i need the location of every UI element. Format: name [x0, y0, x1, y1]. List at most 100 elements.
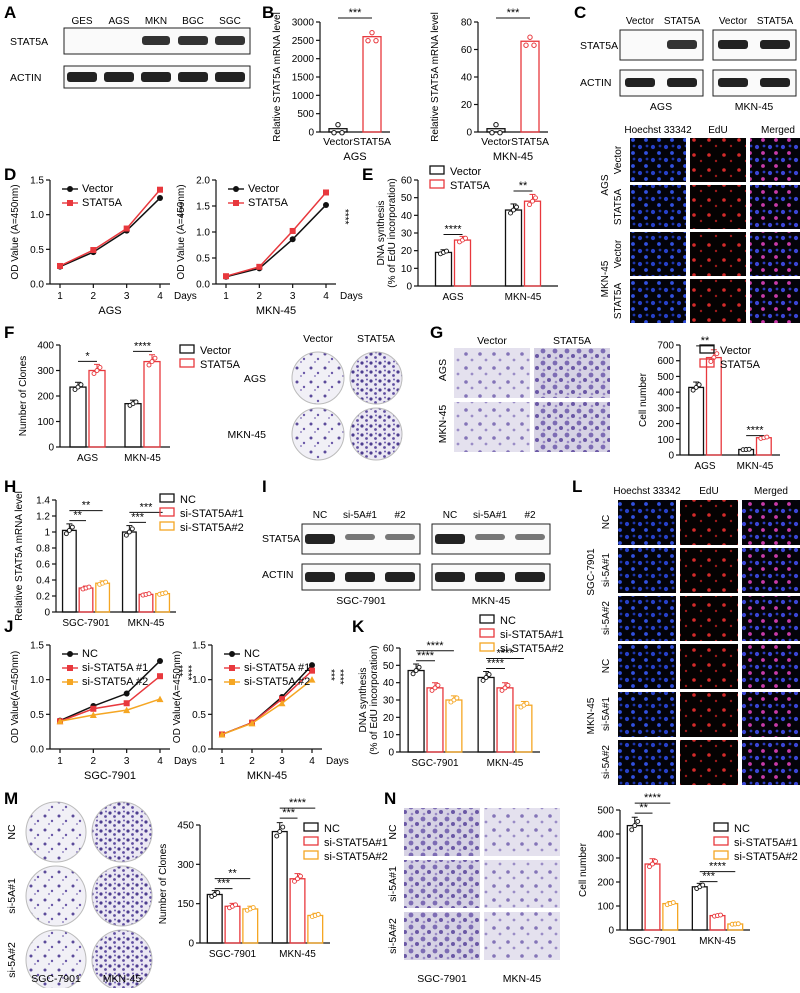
image-column-label: MKN-45	[503, 973, 542, 985]
data-point	[248, 719, 256, 727]
series-line	[221, 679, 313, 736]
significance-label: ***	[325, 669, 336, 681]
y-tick-label: 0.2	[36, 592, 50, 603]
data-point	[289, 236, 296, 243]
significance-label: **	[519, 180, 528, 192]
y-tick-label: 0.4	[36, 576, 50, 587]
y-axis-label: Relative STAT5A mRNA level	[272, 12, 283, 142]
y-tick-label: 0.5	[30, 245, 44, 256]
if-row-label: si-5A#1	[601, 697, 612, 731]
if-group-label: SGC-7901	[586, 548, 597, 596]
data-point	[323, 189, 329, 196]
y-tick-label: 50	[383, 661, 395, 672]
legend-label: si-STAT5A #2	[244, 676, 310, 688]
data-point	[308, 676, 316, 683]
if-column-label: EdU	[708, 125, 727, 136]
blot-lane-label: GES	[71, 16, 92, 27]
image-row-label: NC	[6, 824, 18, 840]
if-group-label: MKN-45	[600, 260, 611, 297]
data-point	[89, 711, 97, 719]
blot-row-label: STAT5A	[262, 533, 300, 545]
y-tick-label: 0	[308, 128, 314, 139]
colony-dish	[291, 351, 345, 405]
x-tick-label: 2	[257, 291, 263, 302]
y-tick-label: 0.8	[36, 544, 50, 555]
significance-label: ****	[173, 202, 184, 218]
blot-band	[515, 534, 545, 540]
significance-label: *	[85, 350, 90, 362]
y-axis-label: Cell number	[578, 842, 589, 897]
y-axis-label: OD Value(A=450nm)	[172, 651, 183, 743]
blot-band	[760, 40, 790, 49]
data-point	[735, 921, 741, 927]
image-column-label: Vector	[303, 333, 333, 345]
significance-label: **	[73, 510, 82, 522]
bar	[705, 356, 722, 456]
blot-row-label: ACTIN	[10, 72, 42, 84]
data-point	[323, 201, 329, 208]
legend-marker	[233, 186, 239, 192]
panel-e-chart: 0 10 20 30 40 50 60 DNA synthesis (% of EdU inco…	[376, 165, 558, 303]
if-image	[742, 596, 800, 641]
blot-lane-label: AGS	[108, 16, 129, 27]
if-row-label: si-5A#2	[601, 601, 612, 635]
if-image	[618, 500, 676, 545]
if-column-label: Hoechst 33342	[624, 125, 692, 136]
significance-label: ***	[173, 665, 184, 677]
transwell-image	[484, 860, 560, 908]
data-point	[315, 911, 321, 917]
x-tick-label: 4	[157, 291, 163, 302]
blot-cell-label: MKN-45	[735, 101, 774, 113]
legend-swatch	[429, 165, 445, 175]
if-image	[680, 548, 738, 593]
x-tick-label: Vector	[323, 136, 353, 148]
legend-swatch	[713, 822, 729, 832]
blot-row-label: STAT5A	[580, 40, 618, 52]
panel-n-transwell-images: NC si-5A#1 si-5A#2 SGC-7901 MKN-45	[387, 808, 560, 985]
legend-swatch	[479, 614, 495, 624]
legend-label: si-STAT5A#1	[500, 629, 564, 641]
panel-label-f: F	[4, 323, 14, 342]
x-axis-label: MKN-45	[247, 770, 287, 782]
data-point	[90, 247, 97, 254]
legend-swatch	[303, 836, 319, 846]
data-point	[292, 878, 297, 884]
y-tick-label: 400	[597, 830, 614, 841]
legend-marker	[67, 200, 73, 206]
if-image	[742, 692, 800, 737]
y-tick-label: 0	[48, 443, 54, 454]
image-column-label: STAT5A	[357, 333, 395, 345]
data-point	[126, 529, 132, 535]
x-axis-unit: Days	[326, 756, 349, 767]
x-tick-label: MKN-45	[124, 453, 161, 464]
bar	[688, 386, 705, 456]
data-point	[718, 912, 723, 918]
legend-label: NC	[180, 494, 196, 506]
bar	[523, 200, 542, 287]
y-tick-label: 300	[657, 403, 674, 414]
series-line	[59, 660, 161, 722]
x-axis-label: MKN-45	[493, 151, 533, 163]
panel-label-c: C	[574, 3, 586, 22]
legend-label: si-STAT5A#2	[734, 851, 798, 863]
y-tick-label: 0	[388, 748, 394, 759]
y-tick-label: 150	[177, 899, 194, 910]
y-tick-label: 40	[461, 73, 473, 84]
image-column-label: STAT5A	[553, 335, 591, 347]
legend-label: STAT5A	[450, 180, 491, 192]
blot-band	[345, 534, 375, 540]
x-tick-label: 3	[124, 756, 130, 767]
bar	[138, 593, 154, 613]
series-line	[225, 204, 327, 278]
x-axis-label: MKN-45	[256, 305, 296, 317]
bar	[242, 908, 259, 944]
y-tick-label: 0	[188, 939, 194, 950]
if-image	[618, 740, 676, 785]
bar	[644, 863, 661, 931]
bar	[477, 676, 495, 753]
if-image	[680, 644, 738, 689]
bar	[289, 878, 306, 944]
data-point	[499, 687, 505, 693]
if-image	[680, 692, 738, 737]
